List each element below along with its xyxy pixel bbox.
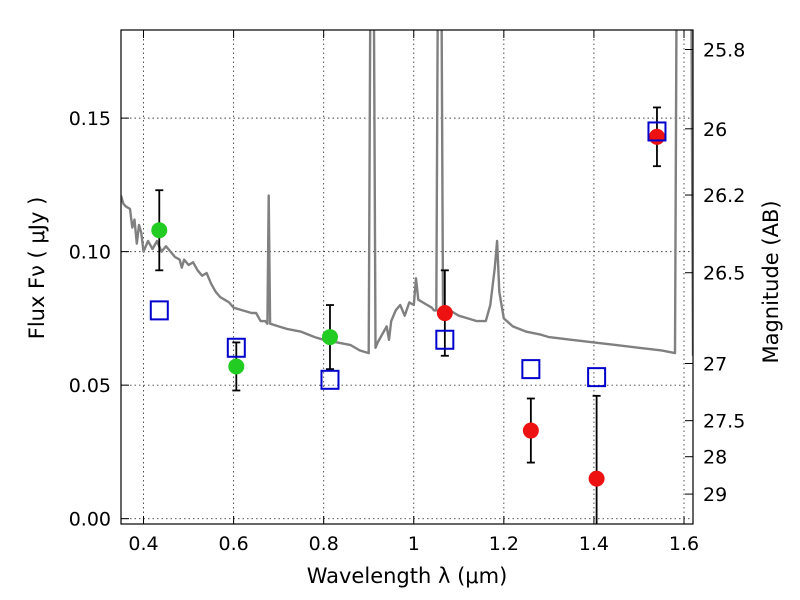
y2-tick-label: 27.5 [703, 411, 745, 433]
y-tick-label: 0.05 [69, 375, 111, 397]
y2-tick-label: 27 [703, 354, 727, 376]
y-tick-label: 0.00 [69, 509, 111, 531]
x-tick-label: 0.6 [218, 533, 248, 555]
observed-flux-point [648, 128, 665, 145]
y-tick-label: 0.10 [69, 242, 111, 264]
y2-tick-label: 26.5 [703, 263, 745, 285]
y2-tick-label: 26.2 [703, 185, 745, 207]
observed-flux-point [228, 358, 245, 375]
observed-flux-point [321, 329, 338, 346]
y2-tick-label: 25.8 [703, 39, 745, 61]
observed-flux-point [151, 222, 168, 239]
model-flux-square [435, 329, 455, 350]
y2-tick-label: 26 [703, 119, 727, 141]
y-tick-label: 0.15 [69, 108, 111, 130]
x-axis-label: Wavelength λ (μm) [307, 564, 508, 588]
x-tick-label: 1.2 [489, 533, 519, 555]
y2-axis-label: Magnitude (AB) [759, 200, 783, 363]
grid-lines [121, 30, 693, 524]
model-flux-square [320, 369, 340, 390]
sed-model-spectrum-line [121, 30, 693, 356]
plot-frame [120, 29, 694, 525]
x-tick-label: 1.4 [579, 533, 609, 555]
photometry-markers [149, 106, 667, 524]
model-flux-square [587, 367, 607, 388]
x-tick-label: 1 [408, 533, 420, 555]
x-tick-label: 0.4 [128, 533, 158, 555]
axis-ticks: 0.4 0.6 0.8 1 1.2 1.4 1.6 0.00 0.05 0.10 0.15 25.8 2… [69, 30, 745, 555]
x-tick-label: 0.8 [309, 533, 339, 555]
model-flux-square [226, 337, 246, 358]
model-flux-square [521, 359, 541, 380]
observed-flux-point [588, 470, 605, 487]
model-flux-square [149, 300, 169, 321]
x-tick-label: 1.6 [669, 533, 699, 555]
y2-tick-label: 29 [703, 484, 727, 506]
model-flux-square [647, 121, 667, 142]
observed-flux-point [522, 422, 539, 439]
observed-flux-point [436, 305, 453, 322]
y-axis-label: Flux Fν ( μJy ) [25, 197, 49, 340]
y2-tick-label: 28 [703, 447, 727, 469]
plot-area [121, 30, 693, 524]
